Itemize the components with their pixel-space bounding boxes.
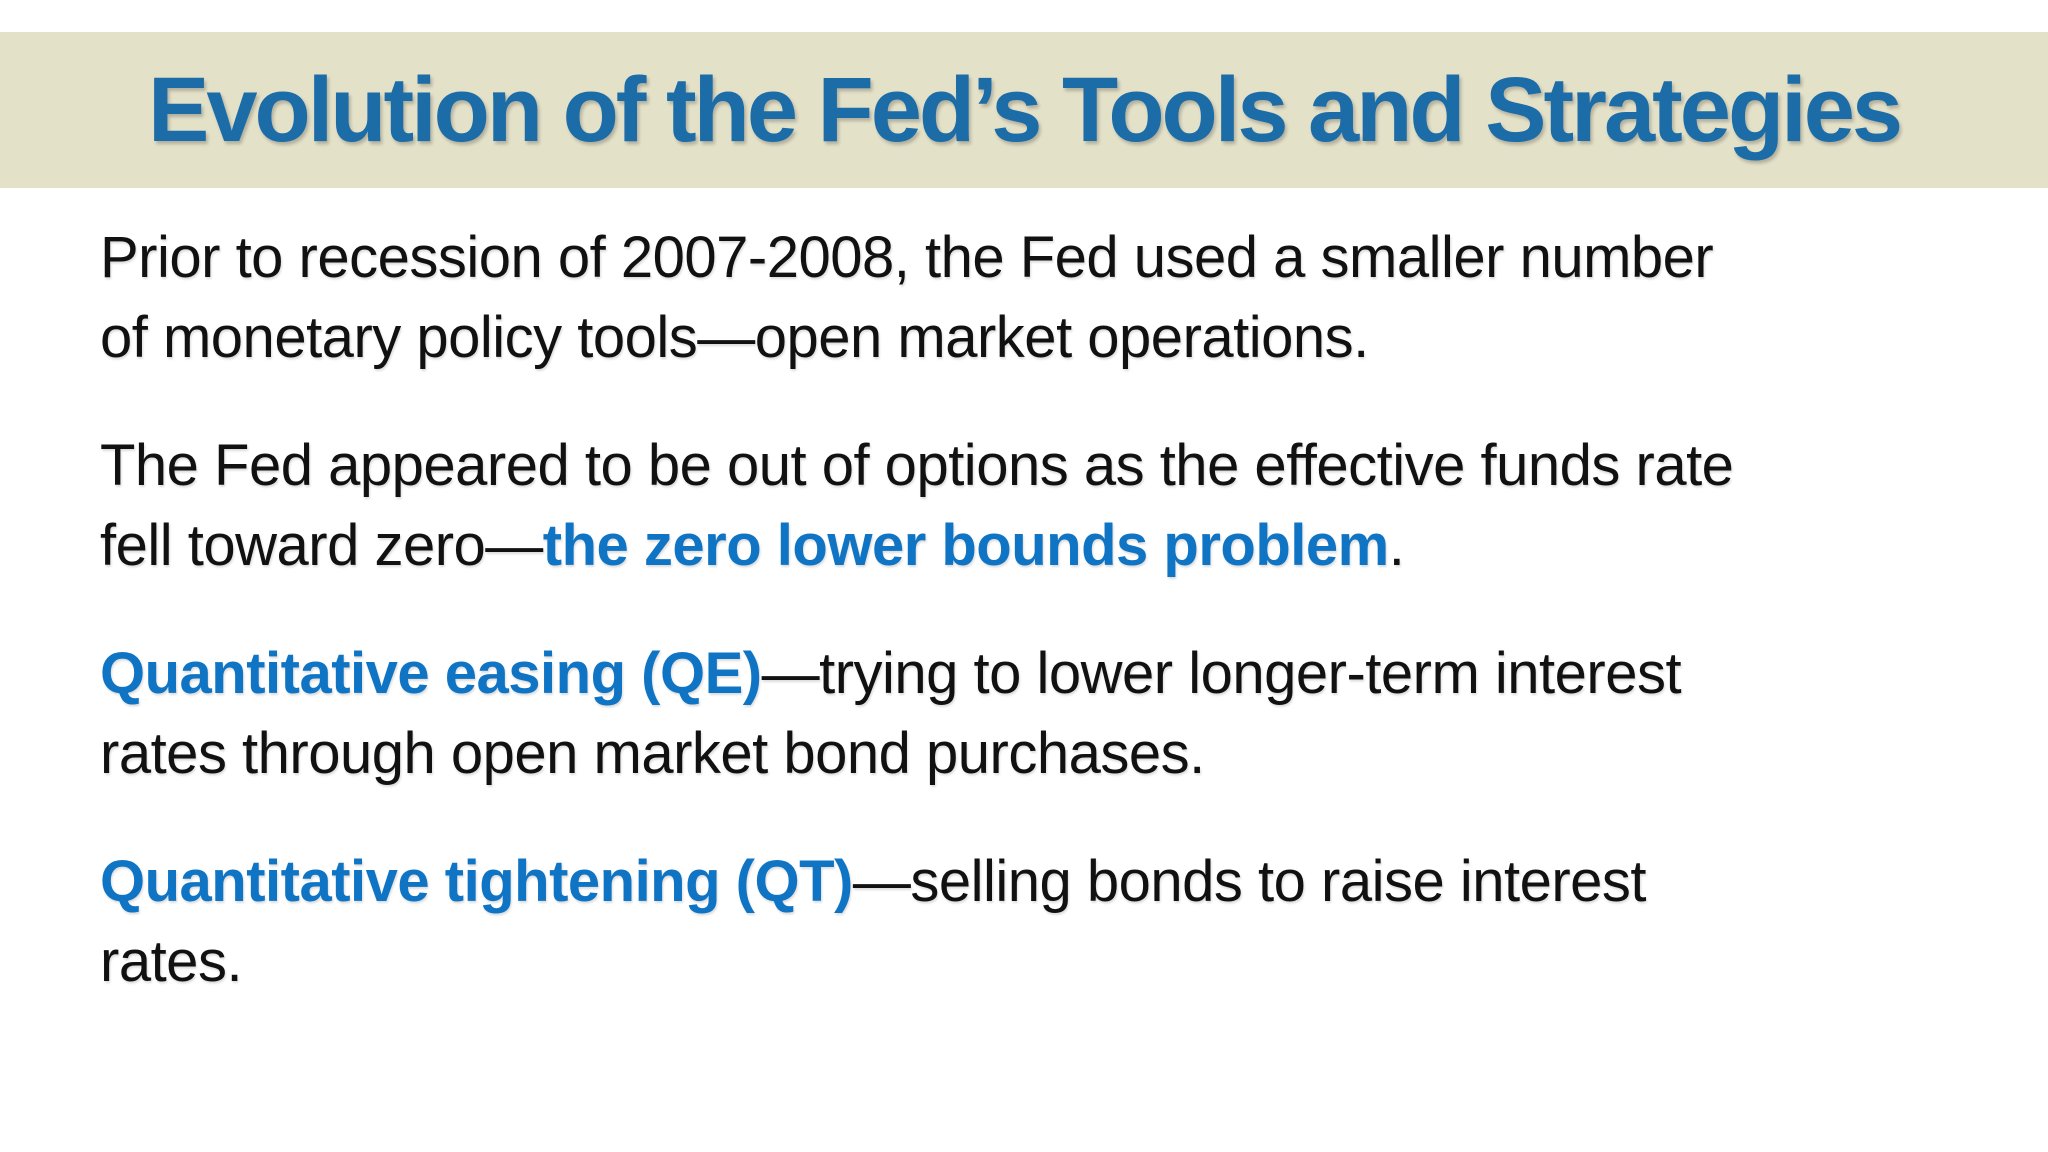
text-run: —trying to lower longer-term interest [761, 641, 1682, 706]
text-run: —selling bonds to raise interest [852, 849, 1647, 914]
emphasis-text: the zero lower bounds problem [542, 513, 1389, 578]
title-bar: Evolution of the Fed’s Tools and Strateg… [0, 32, 2048, 188]
emphasis-text: Quantitative easing (QE) [100, 641, 762, 706]
text-line: Prior to recession of 2007-2008, the Fed… [100, 218, 1968, 298]
text-line: rates through open market bond purchases… [100, 714, 1968, 794]
text-line: Quantitative easing (QE)—trying to lower… [100, 634, 1968, 714]
emphasis-text: Quantitative tightening (QT) [100, 849, 853, 914]
text-line: of monetary policy tools—open market ope… [100, 298, 1968, 378]
body-text: Prior to recession of 2007-2008, the Fed… [100, 218, 1968, 1050]
body-paragraph: Prior to recession of 2007-2008, the Fed… [100, 218, 1968, 378]
text-run: The Fed appeared to be out of options as… [100, 433, 1734, 498]
text-run: of monetary policy tools—open market ope… [100, 305, 1369, 370]
text-run: . [1388, 513, 1405, 578]
body-paragraph: Quantitative easing (QE)—trying to lower… [100, 634, 1968, 794]
text-line: rates. [100, 922, 1968, 1002]
text-run: fell toward zero— [100, 513, 543, 578]
text-line: The Fed appeared to be out of options as… [100, 426, 1968, 506]
text-run: rates. [100, 929, 243, 994]
text-line: Quantitative tightening (QT)—selling bon… [100, 842, 1968, 922]
text-run: Prior to recession of 2007-2008, the Fed… [100, 225, 1714, 290]
body-paragraph: The Fed appeared to be out of options as… [100, 426, 1968, 586]
text-run: rates through open market bond purchases… [100, 721, 1205, 786]
body-paragraph: Quantitative tightening (QT)—selling bon… [100, 842, 1968, 1002]
page-title: Evolution of the Fed’s Tools and Strateg… [147, 58, 1903, 161]
text-line: fell toward zero—the zero lower bounds p… [100, 506, 1968, 586]
